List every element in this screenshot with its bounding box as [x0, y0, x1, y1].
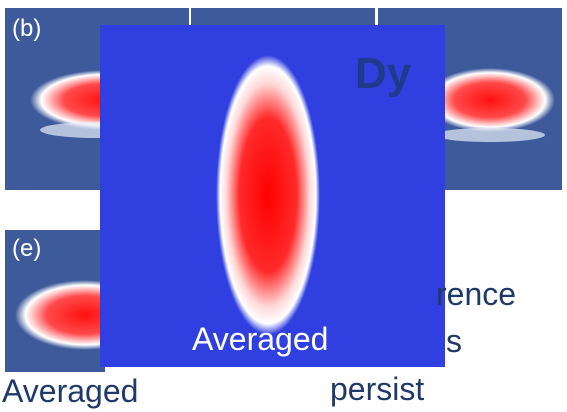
slide: (b) (e) Dy Averaged rence s persist Aver… — [0, 0, 567, 412]
text-fragment: s — [446, 323, 462, 359]
element-label: Dy — [355, 49, 412, 98]
panel-label: (e) — [12, 235, 41, 262]
panel-label: (b) — [12, 15, 41, 42]
text-fragment: rence — [436, 276, 516, 312]
caption: Averaged — [2, 373, 138, 409]
text-fragment: persist — [330, 371, 424, 407]
image-caption: Averaged — [192, 321, 328, 357]
